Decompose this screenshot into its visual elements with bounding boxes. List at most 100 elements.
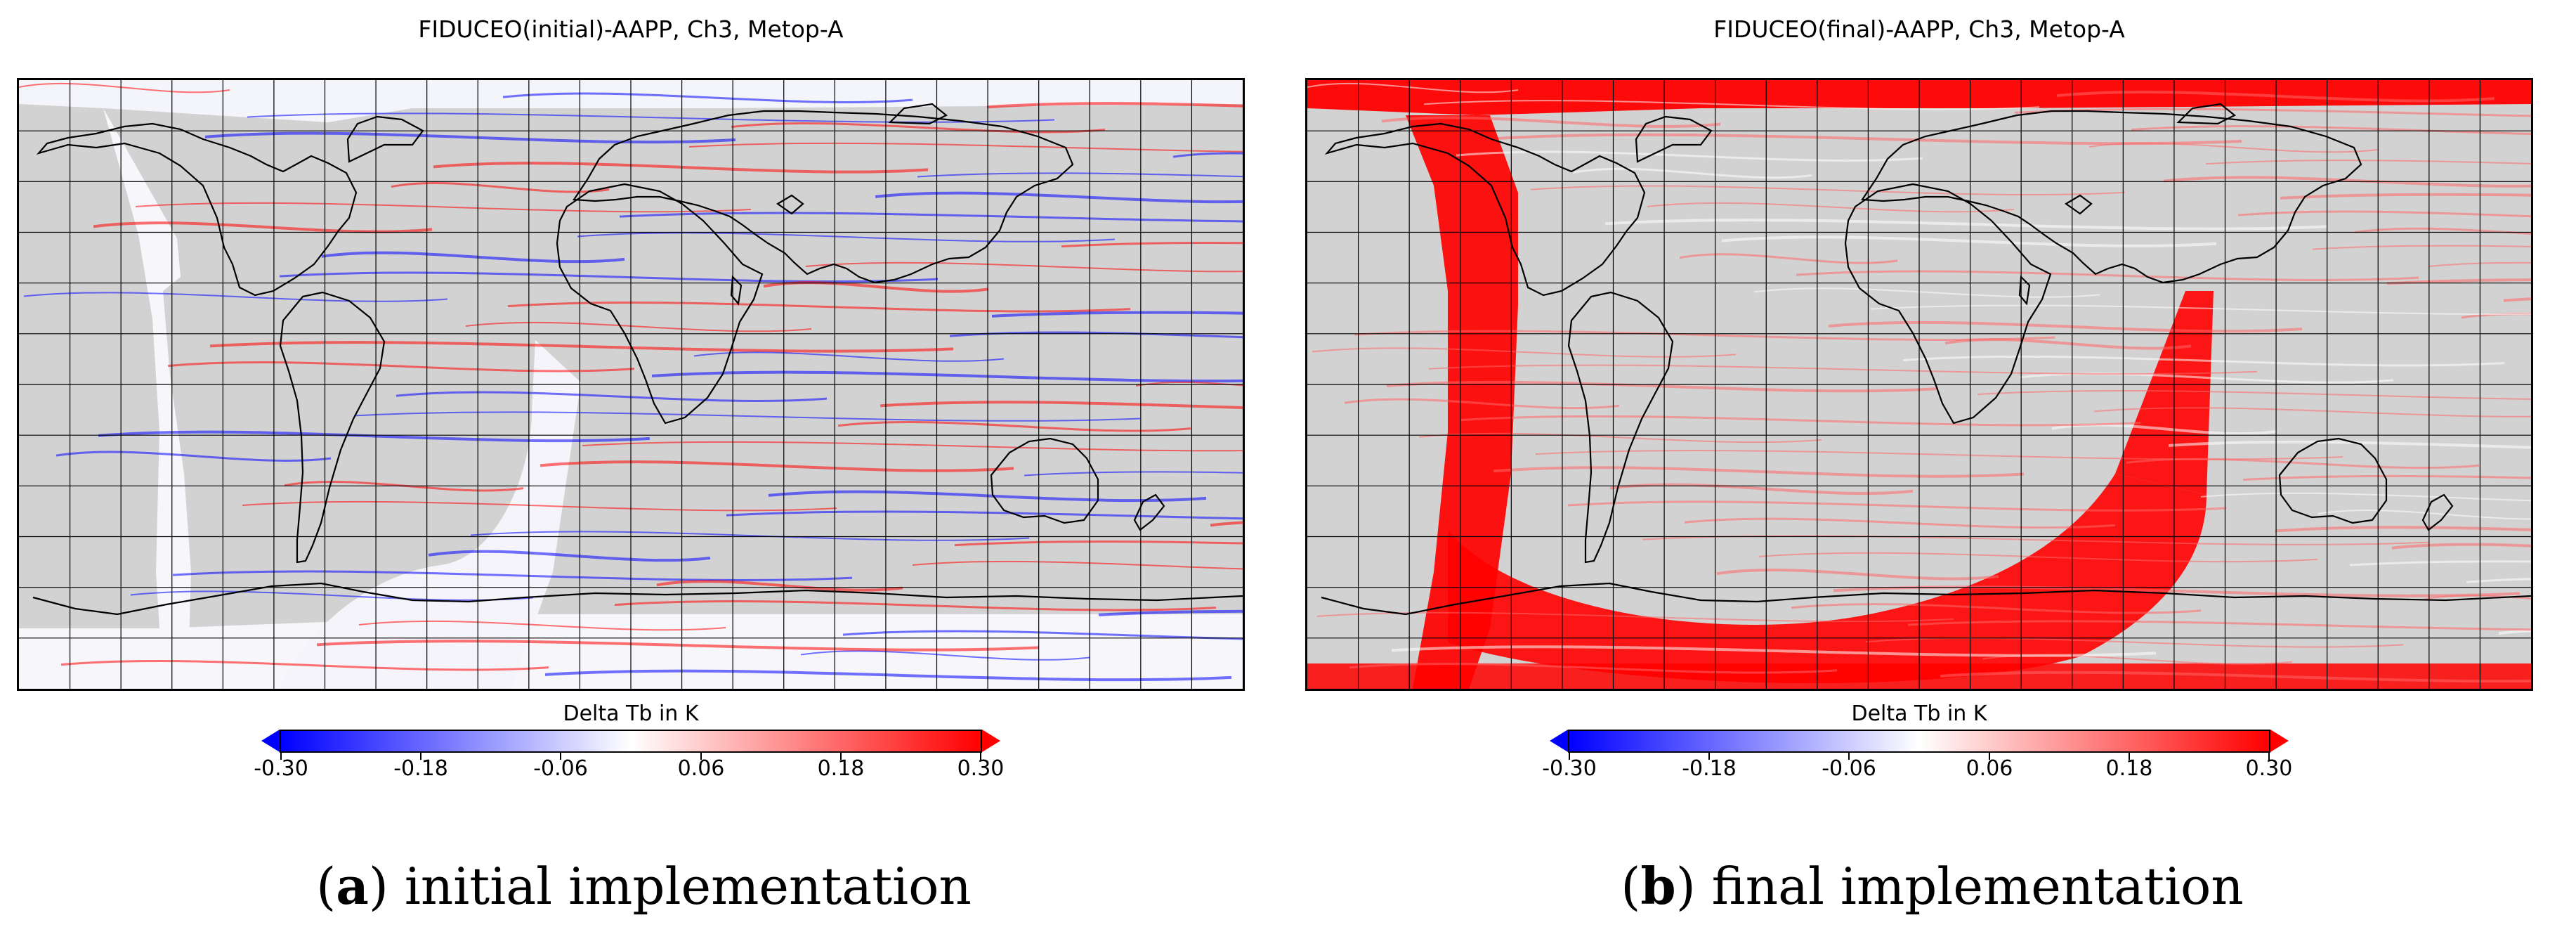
difference-stripe (2205, 160, 2531, 165)
coastline (1635, 115, 1713, 163)
map-title-b: FIDUCEO(final)-AAPP, Ch3, Metop-A (1713, 15, 2125, 43)
difference-stripe (1312, 347, 1737, 358)
difference-stripe (2131, 125, 2531, 136)
colorbar-tick-b (1708, 753, 1710, 760)
coastline (2421, 493, 2454, 531)
difference-stripe (2280, 193, 2531, 200)
map-b (1305, 78, 2533, 691)
difference-stripe (1386, 380, 1939, 393)
difference-stripe (614, 600, 1217, 611)
colorbar-label-b: Delta Tb in K (1851, 701, 1987, 726)
difference-stripe (1428, 364, 2258, 375)
map-title-a: FIDUCEO(initial)-AAPP, Ch3, Metop-A (418, 15, 844, 43)
difference-stripe (1024, 471, 1243, 477)
difference-stripe (805, 261, 1243, 273)
difference-stripe (1344, 398, 1620, 410)
difference-stripe (1172, 152, 1243, 158)
coastlines (1321, 103, 2531, 616)
difference-stripe (1609, 483, 1914, 495)
coastline (1861, 110, 2362, 284)
difference-stripe (316, 640, 1040, 652)
coastline (1321, 582, 2531, 616)
difference-stripe (1307, 82, 1519, 93)
colorbar-under-arrow-a (261, 730, 280, 752)
difference-stripe (1716, 569, 1999, 581)
difference-stripe (582, 441, 1243, 452)
coastline (36, 122, 358, 297)
coastline (32, 582, 1243, 616)
difference-stripe (470, 531, 1030, 541)
difference-stripe (949, 331, 1243, 339)
difference-stripe (1604, 219, 2328, 231)
colorbar-tick-a (280, 753, 282, 760)
coastline (556, 183, 764, 425)
difference-stripe (1391, 645, 2157, 657)
difference-stripe (1135, 381, 1243, 387)
coastline (2018, 275, 2031, 306)
coastline (1844, 183, 2052, 425)
difference-stripe (1940, 671, 2531, 683)
colorbar-tick-label-b: 0.18 (2105, 756, 2153, 781)
difference-stripe (204, 131, 736, 144)
colorbar-tick-label-a: -0.18 (393, 756, 448, 781)
difference-stripe (800, 650, 1090, 661)
colorbar-tick-label-b: -0.06 (1822, 756, 1876, 781)
difference-stripe (726, 510, 1243, 520)
coastline (730, 275, 743, 306)
difference-stripe (23, 292, 448, 302)
difference-stripe (2391, 543, 2531, 550)
colorbar-tick-label-a: 0.18 (817, 756, 865, 781)
colorbar-tick-label-b: -0.18 (1682, 756, 1737, 781)
difference-stripe (1647, 202, 2015, 213)
coastline (573, 110, 1074, 284)
difference-stripe (1349, 663, 1838, 674)
difference-stripe (507, 302, 1131, 313)
difference-stripe (1493, 466, 2025, 478)
coastline (2176, 103, 2237, 125)
map-svg-a (19, 80, 1243, 689)
difference-stripe (1977, 389, 2531, 400)
difference-stripe (1679, 253, 1898, 264)
difference-stripe (395, 391, 828, 402)
difference-stripe (656, 580, 903, 592)
coastline (888, 103, 948, 125)
difference-stripe (1642, 535, 2429, 545)
colorbar-tick-label-b: 0.06 (1966, 756, 2013, 781)
difference-stripe (172, 570, 853, 581)
difference-stripe (502, 92, 913, 103)
difference-stripe (391, 182, 610, 193)
difference-stripe (693, 351, 1005, 362)
difference-stripe (1684, 517, 2116, 529)
difference-stripe (2349, 560, 2531, 566)
colorbar-tick-a (420, 753, 421, 760)
difference-stripe (167, 361, 635, 373)
difference-stripe (875, 191, 1243, 204)
colorbar-tick-label-b: 0.30 (2245, 756, 2293, 781)
difference-stripe (544, 669, 1232, 682)
colorbar-over-arrow-a (982, 730, 1000, 752)
difference-stripe (1796, 270, 2419, 281)
difference-stripe (837, 421, 1191, 432)
difference-stripe (991, 311, 1243, 318)
difference-stripe (465, 321, 812, 332)
difference-stripe (135, 202, 752, 213)
coastline (2278, 437, 2388, 524)
difference-stripe (912, 560, 1243, 570)
difference-stripe (2093, 407, 2531, 417)
difference-stripe (1098, 609, 1243, 616)
colorbar-tick-b (2268, 753, 2270, 760)
difference-stripe (842, 630, 1243, 640)
colorbar-tick-a (560, 753, 561, 760)
colorbar-tick-label-a: -0.30 (254, 756, 308, 781)
map-svg-b (1307, 80, 2531, 689)
difference-stripe (321, 251, 625, 264)
difference-stripe (1721, 235, 2217, 247)
difference-stripes-a (19, 82, 1243, 682)
difference-stripe (1456, 150, 1923, 162)
colorbar-tick-label-b: -0.30 (1542, 756, 1597, 781)
difference-stripe (1865, 637, 2404, 648)
colorbar-tick-label-a: 0.30 (957, 756, 1005, 781)
difference-stripe (55, 451, 332, 462)
swath-lower (1448, 474, 2206, 684)
coastline (279, 291, 386, 564)
